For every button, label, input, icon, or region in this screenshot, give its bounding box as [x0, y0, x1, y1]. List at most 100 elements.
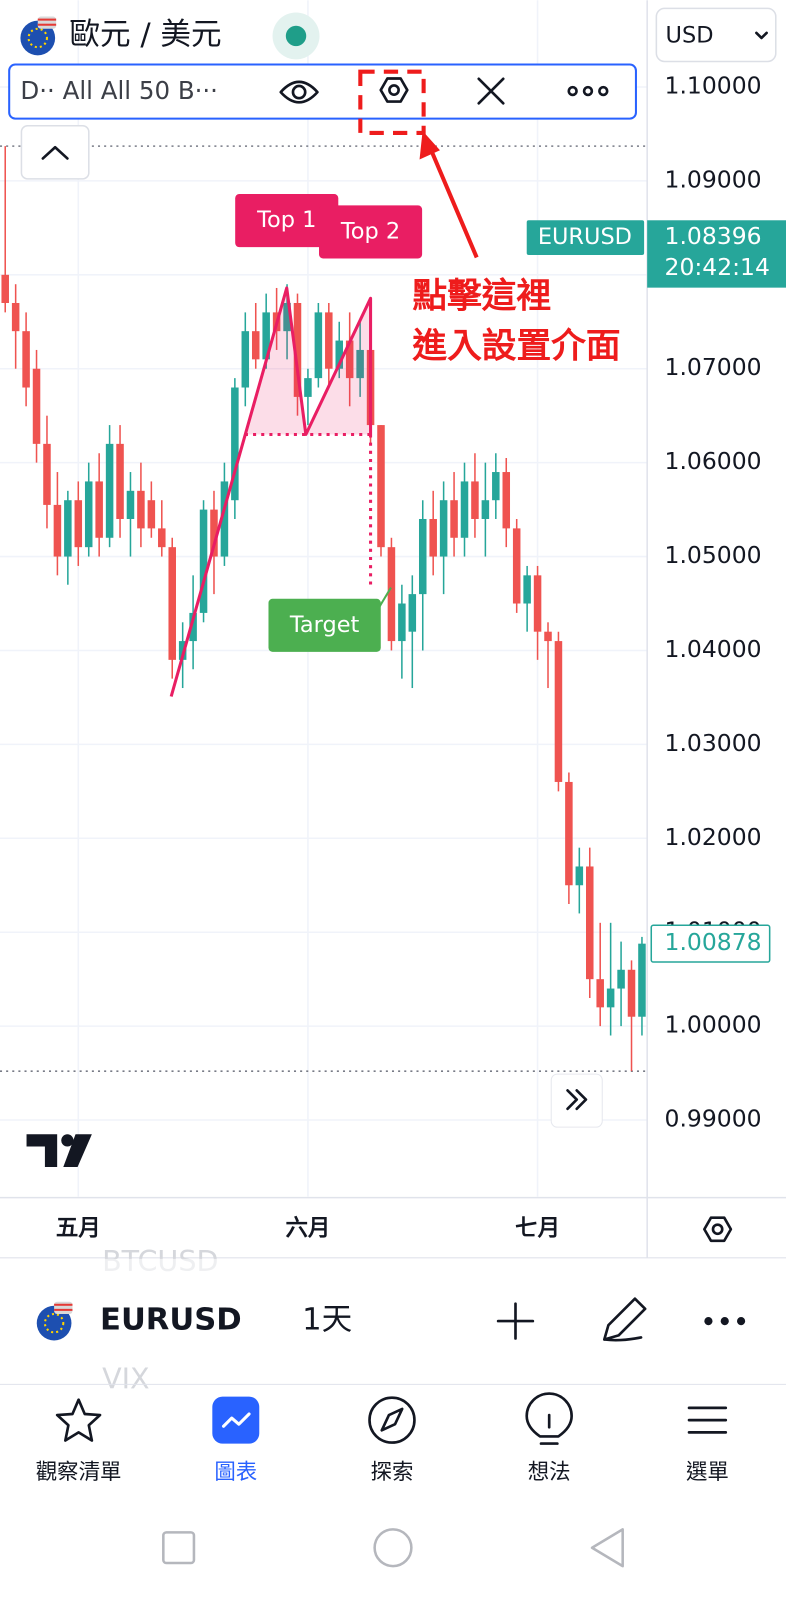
target-label-box [268, 598, 381, 652]
nav-label[interactable]: 探索 [371, 1460, 414, 1485]
candle-body [554, 641, 563, 782]
candle-body [251, 331, 260, 360]
chart-icon[interactable] [212, 1396, 260, 1444]
y-tick-label: 1.00000 [665, 1011, 762, 1039]
y-tick-label: 1.02000 [665, 823, 762, 851]
candle-body [575, 866, 584, 886]
nav-label[interactable]: 觀察清單 [36, 1460, 122, 1485]
candle-body [523, 575, 531, 604]
candle-body [1, 274, 9, 303]
visibility-button[interactable] [279, 80, 319, 104]
candle-body [450, 500, 458, 538]
watchlist-icon[interactable] [55, 1398, 102, 1442]
symbol-flag [20, 16, 57, 56]
top2-label: Top 2 [340, 218, 400, 244]
scroll-to-end-button[interactable] [550, 1073, 603, 1128]
candle-body [638, 943, 646, 1017]
callout-text: 點擊這裡 [412, 275, 551, 316]
candle-body [314, 312, 323, 379]
quote-symbol-box [526, 220, 645, 255]
y-tick-label: 1.03000 [665, 729, 762, 757]
candle-body [293, 302, 302, 397]
candle-body [283, 302, 291, 332]
nav-label[interactable]: 選單 [686, 1460, 729, 1485]
nav-label[interactable]: 想法 [528, 1460, 571, 1485]
callout-text: 進入設置介面 [411, 326, 620, 366]
candle-body [325, 312, 333, 369]
system-back[interactable] [590, 1528, 624, 1568]
candle-body [84, 481, 93, 548]
candle-body [64, 500, 72, 557]
collapse-button[interactable] [20, 125, 90, 180]
symbol-name[interactable]: EURUSD [100, 1303, 242, 1338]
x-tick-label: 七月 [515, 1216, 560, 1242]
candle-body [377, 425, 385, 548]
candle-body [11, 302, 20, 332]
quote-time: 20:42:14 [665, 253, 770, 281]
system-home[interactable] [373, 1528, 413, 1568]
candle-body [533, 575, 542, 632]
candle-body [418, 518, 427, 595]
currency-dropdown[interactable] [655, 7, 777, 63]
x-tick-label: 六月 [285, 1216, 330, 1242]
ideas-icon[interactable] [525, 1392, 573, 1445]
candle-body [147, 500, 156, 529]
candle-body [512, 528, 521, 604]
chart-area: 1.100001.090001.080001.070001.060001.050… [0, 0, 786, 1258]
candle-body [220, 481, 229, 557]
candle-body [168, 547, 176, 660]
candle-body [116, 443, 124, 519]
x-tick-label: 五月 [56, 1216, 101, 1242]
quote-price: 1.08396 [665, 222, 762, 250]
more-button[interactable] [704, 1317, 746, 1326]
system-recents[interactable] [162, 1531, 196, 1565]
more-button[interactable] [567, 85, 609, 97]
candle-body [627, 969, 636, 1017]
pattern-line [169, 286, 373, 697]
candle-body [189, 612, 197, 642]
candle-body [137, 490, 145, 529]
target-label: Target [289, 612, 360, 638]
quote-price-box [647, 220, 786, 288]
candle-body [565, 781, 573, 886]
candle-body [398, 603, 406, 642]
candle-body [460, 481, 469, 538]
candle-body [231, 387, 239, 501]
candle-body [481, 500, 490, 519]
candle-body [345, 340, 354, 379]
explore-icon[interactable] [368, 1396, 416, 1444]
candle-body [241, 331, 250, 388]
candle-body [304, 378, 312, 397]
y-tick-label: 1.07000 [665, 353, 762, 381]
remove-button[interactable] [477, 77, 505, 105]
candle-body [158, 528, 166, 548]
symbol-title[interactable]: 歐元 / 美元 [69, 17, 221, 52]
indicator-label[interactable]: D·· All All 50 B··· [20, 76, 218, 105]
last-price-box [650, 924, 771, 963]
add-button[interactable] [496, 1302, 535, 1340]
candle-body [617, 969, 625, 989]
candle-body [356, 349, 364, 379]
top2-label-box [319, 205, 423, 259]
draw-button[interactable] [602, 1297, 647, 1342]
interval[interactable]: 1天 [302, 1303, 352, 1338]
candle-body [429, 518, 437, 557]
nav-label[interactable]: 圖表 [214, 1460, 257, 1485]
candle-body [126, 490, 135, 519]
symbol-flag [36, 1301, 73, 1341]
settings-button[interactable] [358, 69, 426, 135]
y-tick-label: 1.05000 [665, 541, 762, 569]
last-price: 1.00878 [665, 928, 762, 956]
candle-body [335, 340, 344, 369]
candle-body [43, 443, 51, 505]
candle-body [199, 509, 208, 613]
quote-symbol: EURUSD [538, 224, 632, 250]
candle-body [22, 331, 30, 388]
axis-settings-button[interactable] [703, 1216, 733, 1243]
menu-icon[interactable] [687, 1406, 728, 1434]
candle-body [210, 509, 218, 557]
candle-body [586, 866, 594, 980]
candle-body [53, 504, 62, 557]
currency-label[interactable]: USD [666, 22, 714, 48]
